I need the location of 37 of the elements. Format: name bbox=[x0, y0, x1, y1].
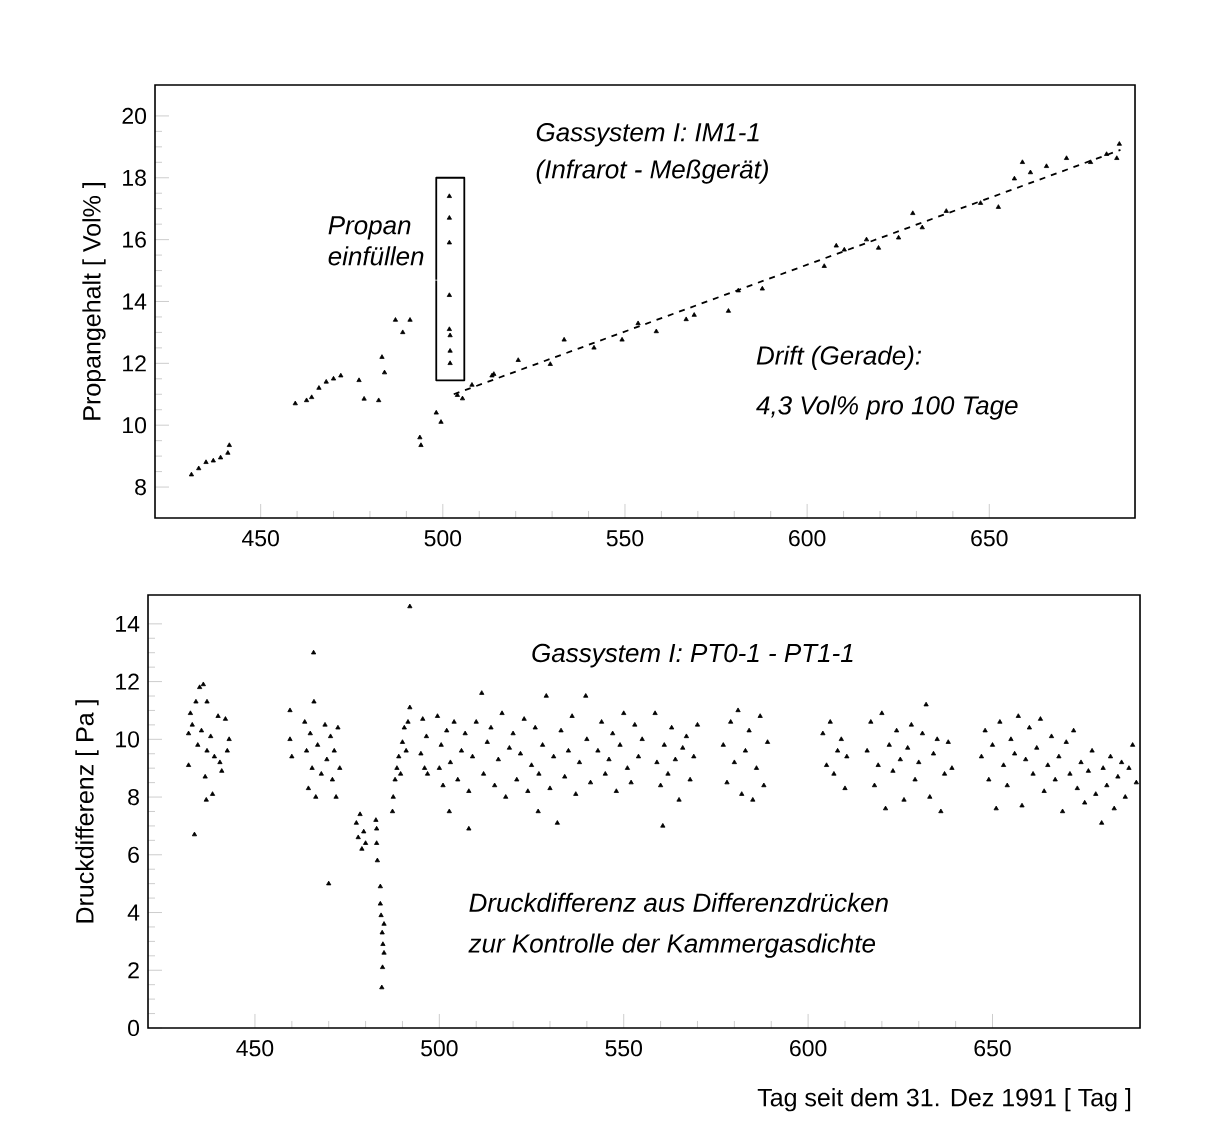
annotation: 4,3 Vol% pro 100 Tage bbox=[756, 395, 1018, 420]
x-tick-label: 650 bbox=[974, 1040, 1011, 1057]
y-tick-label: 10 bbox=[116, 731, 140, 748]
line-series bbox=[435, 176, 466, 382]
annotation: Propan einfüllen bbox=[328, 216, 424, 266]
y-tick-label: 20 bbox=[122, 107, 147, 125]
x-tick-label: 550 bbox=[606, 530, 644, 547]
x-axis-title: Tag seit dem 31. Dez 1991 [ Tag ] bbox=[757, 1088, 1131, 1112]
y-tick-label: 2 bbox=[128, 962, 139, 979]
y-axis-title: Propangehalt [ Vol% ] bbox=[82, 183, 106, 420]
y-tick-label: 0 bbox=[128, 1019, 140, 1037]
y-tick-label: 16 bbox=[123, 231, 146, 248]
x-tick-label: 500 bbox=[421, 1040, 458, 1057]
y-tick-label: 14 bbox=[116, 615, 140, 632]
y-tick-label: 10 bbox=[123, 417, 147, 434]
y-tick-label: 12 bbox=[116, 673, 139, 690]
text: Gassystem I: IM1-1 bbox=[536, 123, 759, 147]
y-tick-label: 8 bbox=[135, 478, 146, 496]
x-tick-label: 500 bbox=[424, 530, 462, 547]
annotation: zur Kontrolle der Kammergasdichte bbox=[468, 933, 876, 958]
text: Gassystem I: PT0-1 - PT1-1 bbox=[532, 643, 853, 668]
y-tick-label: 8 bbox=[128, 788, 139, 806]
y-tick-label: 4 bbox=[127, 904, 140, 921]
y-tick-label: 14 bbox=[123, 293, 147, 310]
annotation: Drift (Gerade): bbox=[756, 345, 922, 370]
text: (Infrarot - Meßgerät) bbox=[536, 159, 768, 184]
x-tick-label: 600 bbox=[790, 1040, 827, 1057]
x-tick-label: 600 bbox=[789, 530, 826, 547]
x-tick-label: 450 bbox=[236, 1040, 274, 1057]
x-tick-label: 550 bbox=[605, 1040, 642, 1057]
y-tick-label: 18 bbox=[123, 169, 146, 186]
x-tick-label: 450 bbox=[242, 530, 279, 547]
y-tick-label: 12 bbox=[123, 355, 146, 372]
annotation: Druckdifferenz aus Differenzdrücken bbox=[469, 892, 888, 912]
x-tick-label: 650 bbox=[971, 530, 1008, 547]
y-tick-label: 6 bbox=[128, 846, 139, 863]
y-axis-title: Druckdifferenz [ Pa ] bbox=[75, 700, 99, 923]
